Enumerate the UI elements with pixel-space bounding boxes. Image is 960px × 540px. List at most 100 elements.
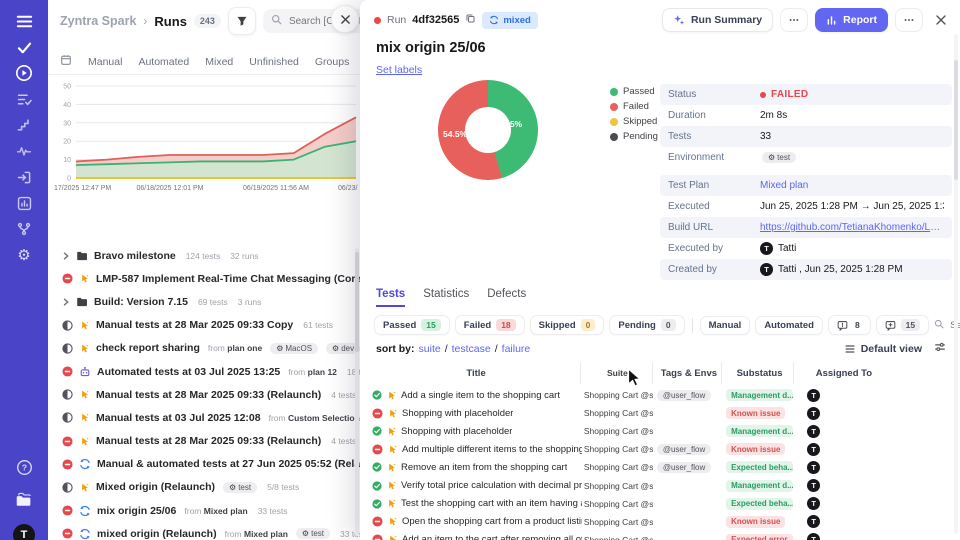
filter-chip-manual[interactable]: Manual bbox=[699, 315, 751, 335]
assignee-avatar[interactable]: T bbox=[807, 533, 821, 540]
assignee-avatar[interactable]: T bbox=[807, 388, 821, 402]
run-row[interactable]: Manual tests at 28 Mar 2025 09:33 (Relau… bbox=[48, 383, 360, 406]
run-row[interactable]: Build: Version 7.15 69 tests 3 runs bbox=[48, 290, 360, 313]
run-row[interactable]: mixed origin (Relaunch) from Mixed plan ⚙ t… bbox=[48, 522, 360, 540]
filter-chip-failed[interactable]: Failed 18 bbox=[454, 315, 525, 335]
detail-close-button[interactable] bbox=[930, 9, 952, 31]
tab-defects[interactable]: Defects bbox=[487, 288, 527, 300]
run-row[interactable]: mix origin 25/06 from Mixed plan 33 tests bbox=[48, 499, 360, 522]
run-status-partial-icon bbox=[62, 412, 73, 424]
run-meta: 69 tests bbox=[197, 296, 228, 307]
assignee-avatar[interactable]: T bbox=[807, 442, 821, 456]
table-row[interactable]: Add multiple different items to the shop… bbox=[368, 440, 880, 458]
filter-chip-skipped[interactable]: Skipped 0 bbox=[529, 315, 605, 335]
filter-chip-passed[interactable]: Passed 15 bbox=[374, 315, 450, 335]
runs-tab-groups[interactable]: Groups bbox=[314, 55, 350, 68]
filter-button[interactable] bbox=[227, 7, 256, 35]
table-row[interactable]: Remove an item from the shopping cart Sho… bbox=[368, 458, 880, 476]
sort-link-testcase[interactable]: testcase bbox=[451, 343, 491, 355]
table-row[interactable]: Shopping with placeholder Shopping Cart @… bbox=[368, 404, 880, 422]
cell-tags: @user_flow bbox=[653, 386, 722, 404]
table-row[interactable]: Add a single item to the shopping cart Sh… bbox=[368, 386, 880, 404]
activity-icon[interactable] bbox=[16, 142, 32, 160]
run-row[interactable]: Manual & automated tests at 27 Jun 2025 … bbox=[48, 453, 360, 476]
set-labels-link[interactable]: Set labels bbox=[376, 64, 423, 76]
run-row[interactable]: Manual tests at 28 Mar 2025 09:33 Copy 61… bbox=[48, 314, 360, 337]
run-row[interactable]: LMP-587 Implement Real-Time Chat Messagi… bbox=[48, 267, 360, 290]
help-icon[interactable]: ? bbox=[16, 459, 33, 481]
run-summary-button[interactable]: Run Summary bbox=[661, 8, 774, 32]
table-row[interactable]: Test the shopping cart with an item havi… bbox=[368, 495, 880, 513]
run-row[interactable]: Manual tests at 28 Mar 2025 09:33 (Relau… bbox=[48, 430, 360, 453]
sort-link-suite[interactable]: suite bbox=[418, 343, 441, 355]
assignee-avatar[interactable]: T bbox=[807, 424, 821, 438]
import-icon[interactable] bbox=[16, 168, 33, 186]
view-settings-button[interactable] bbox=[934, 341, 946, 356]
summary-more-button[interactable] bbox=[780, 8, 809, 32]
test-plan-link[interactable]: Mixed plan bbox=[760, 180, 809, 191]
report-button[interactable]: Report bbox=[815, 8, 888, 32]
detail-scrollbar[interactable] bbox=[954, 34, 958, 534]
assignee-avatar[interactable]: T bbox=[807, 460, 821, 474]
sort-link-failure[interactable]: failure bbox=[501, 343, 531, 355]
runs-tab-manual[interactable]: Manual bbox=[88, 55, 123, 68]
runs-tab-mixed[interactable]: Mixed bbox=[205, 55, 234, 68]
run-row[interactable]: check report sharing from plan one ⚙ MacOS ⚙… bbox=[48, 337, 360, 360]
filter-chip-pending[interactable]: Pending 0 bbox=[609, 315, 685, 335]
kind-manual-icon bbox=[387, 516, 398, 527]
runs-panel: Zyntra Spark › Runs 243 ManualAutomatedM… bbox=[48, 0, 360, 540]
list-check-icon[interactable] bbox=[16, 90, 33, 108]
column-suite[interactable]: Suite bbox=[580, 362, 651, 384]
table-row[interactable]: Open the shopping cart from a product li… bbox=[368, 513, 880, 531]
kind-manual-icon bbox=[386, 426, 397, 437]
run-kind-automated-icon bbox=[79, 366, 91, 378]
tab-tests[interactable]: Tests bbox=[376, 288, 406, 307]
filter-chip-issue-bubble[interactable]: 8 bbox=[827, 315, 871, 335]
run-row[interactable]: Automated tests at 03 Jul 2025 13:25 from… bbox=[48, 360, 360, 383]
settings-gear-icon[interactable]: ⚙ bbox=[17, 246, 31, 264]
analytics-icon[interactable] bbox=[16, 194, 33, 212]
run-row[interactable]: Mixed origin (Relaunch) ⚙ test 5/8 tests bbox=[48, 476, 360, 499]
info-label: Tests bbox=[668, 131, 692, 142]
sort-links: suite / testcase / failure bbox=[419, 343, 531, 355]
table-row[interactable]: Verify total price calculation with deci… bbox=[368, 476, 880, 494]
git-branch-icon[interactable] bbox=[16, 220, 32, 238]
svg-text:06/23/202: 06/23/202 bbox=[338, 185, 358, 192]
column-title[interactable]: Title bbox=[466, 367, 486, 379]
chevron-right-icon bbox=[62, 252, 70, 260]
more-button[interactable] bbox=[895, 8, 923, 32]
assignee-avatar[interactable]: T bbox=[807, 497, 821, 511]
panel-close-button[interactable] bbox=[331, 5, 359, 33]
menu-icon[interactable] bbox=[15, 12, 34, 30]
tabs-divider bbox=[48, 74, 360, 75]
column-tags-envs[interactable]: Tags & Envs bbox=[651, 362, 722, 384]
tab-statistics[interactable]: Statistics bbox=[423, 288, 470, 300]
check-icon[interactable] bbox=[16, 38, 33, 56]
column-substatus[interactable]: Substatus bbox=[721, 362, 793, 384]
assignee-avatar[interactable]: T bbox=[807, 479, 821, 493]
user-avatar[interactable]: T bbox=[13, 524, 35, 540]
cell-title: Open the shopping cart from a product li… bbox=[368, 513, 582, 531]
schedule-icon[interactable] bbox=[60, 54, 72, 69]
steps-icon[interactable] bbox=[16, 116, 32, 134]
runs-tab-unfinished[interactable]: Unfinished bbox=[249, 55, 299, 68]
build-url-link[interactable]: https://github.com/TetianaKhomenko/Load-… bbox=[760, 222, 944, 233]
table-row[interactable]: Add an item to the cart after removing a… bbox=[368, 531, 880, 540]
run-row[interactable]: Bravo milestone 124 tests 32 runs bbox=[48, 244, 360, 267]
column-assigned-to[interactable]: Assigned To bbox=[792, 362, 880, 384]
default-view-button[interactable]: Default view bbox=[844, 343, 922, 355]
projects-folder-icon[interactable] bbox=[14, 490, 34, 515]
run-row[interactable]: Manual tests at 03 Jul 2025 12:08 from Cu… bbox=[48, 406, 360, 429]
runs-play-icon[interactable] bbox=[15, 64, 33, 82]
filter-chip-comment-add-bubble[interactable]: 15 bbox=[875, 315, 930, 335]
assignee-avatar[interactable]: T bbox=[807, 515, 821, 529]
table-row[interactable]: Shopping with placeholder Shopping Cart @… bbox=[368, 422, 880, 440]
runs-scrollbar[interactable] bbox=[355, 248, 359, 536]
assignee-avatar[interactable]: T bbox=[807, 406, 821, 420]
info-label: Duration bbox=[668, 110, 706, 121]
env-badge-label: test bbox=[238, 482, 252, 492]
runs-tab-automated[interactable]: Automated bbox=[138, 55, 190, 68]
filter-chip-automated[interactable]: Automated bbox=[755, 315, 823, 335]
breadcrumb-project[interactable]: Zyntra Spark bbox=[60, 14, 137, 28]
copy-icon[interactable] bbox=[465, 11, 476, 29]
